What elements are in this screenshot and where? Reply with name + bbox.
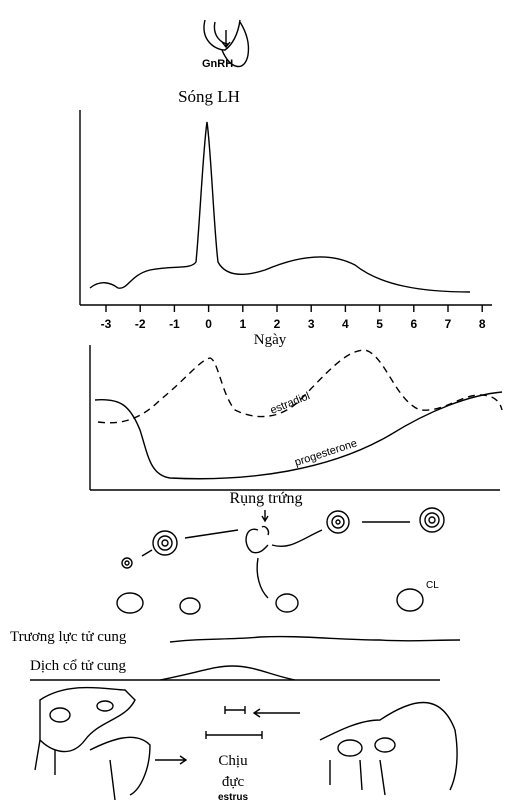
tick-label: 3 (308, 317, 315, 331)
tick-label: 7 (445, 317, 452, 331)
tick-label: -2 (135, 317, 146, 331)
lh-title: Sóng LH (178, 87, 240, 106)
follicles (116, 507, 445, 615)
uterine-tone-label: Trương lực tử cung (10, 629, 127, 645)
estrus-bars (205, 706, 263, 739)
uterine-tone-line (169, 635, 461, 643)
arrow (261, 510, 269, 523)
cows (34, 686, 458, 801)
progesterone-curve (94, 391, 503, 480)
ovulation-label: Rụng trứng (229, 490, 302, 507)
estrus-sublabel: estrus (218, 792, 248, 803)
tick-label: -1 (169, 317, 180, 331)
tick-label: 6 (410, 317, 417, 331)
cervical-mucus-label: Dịch cổ tử cung (30, 658, 127, 674)
tick-label: 1 (239, 317, 246, 331)
tick-label: 4 (342, 317, 349, 331)
estrus-label: Chịu (218, 753, 248, 769)
x-axis-label: Ngày (254, 332, 287, 348)
estradiol-curve (97, 349, 503, 424)
mucus-curve (159, 665, 296, 681)
tick-label: 5 (376, 317, 383, 331)
estrus-label: đực (222, 774, 245, 790)
x-ticks: -3 -2 -1 0 1 2 3 4 5 6 7 8 (101, 305, 486, 331)
tick-label: 0 (205, 317, 212, 331)
cl-label: CL (426, 580, 439, 591)
tick-label: 8 (479, 317, 486, 331)
estradiol-label: estradiol (269, 390, 312, 417)
gnrh-label: GnRH (202, 58, 233, 70)
lh-curve (89, 121, 471, 293)
progesterone-label: progesterone (293, 437, 358, 468)
tick-label: -3 (101, 317, 112, 331)
tick-label: 2 (274, 317, 281, 331)
hypothalamus-icon (203, 19, 250, 68)
